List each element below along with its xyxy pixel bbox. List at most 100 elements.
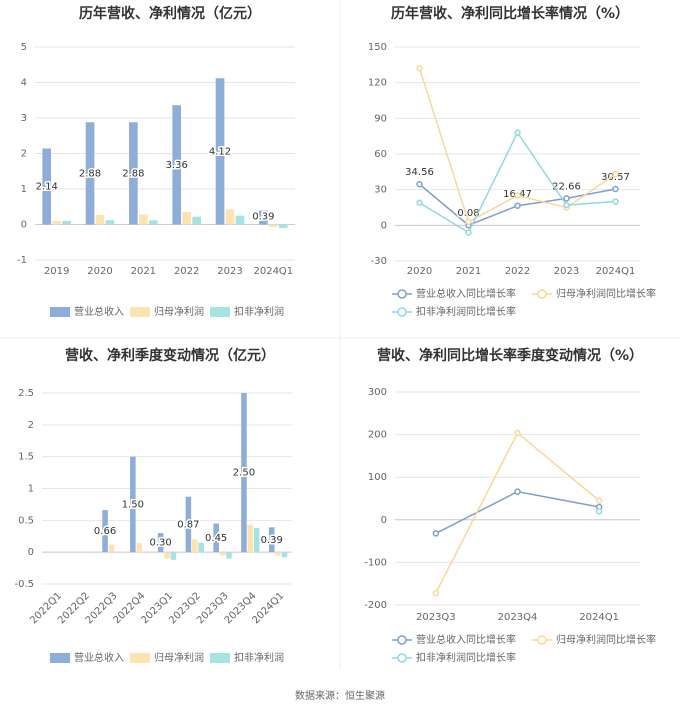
point <box>612 170 619 178</box>
x-tick-label: 2024Q1 <box>253 266 293 277</box>
point <box>595 508 603 515</box>
bar <box>269 224 278 227</box>
legend-swatch <box>537 289 547 299</box>
legend-swatch <box>130 307 150 317</box>
x-tick-label: 2019 <box>44 266 69 277</box>
bar <box>136 543 142 553</box>
legend-label: 扣非净利润 <box>234 651 284 664</box>
bar <box>157 533 164 553</box>
y-tick-label: 300 <box>368 387 387 398</box>
point <box>432 589 440 597</box>
legend-swatch <box>210 653 230 663</box>
y-tick-label: 200 <box>368 430 387 441</box>
legend-swatch <box>50 653 70 663</box>
point <box>514 488 521 495</box>
y-tick-label: 1 <box>21 184 27 195</box>
y-tick-label: 0.5 <box>18 515 34 526</box>
y-tick-label: 1.5 <box>18 452 34 463</box>
bar <box>172 105 182 225</box>
series-line <box>435 490 600 535</box>
bar <box>198 542 204 553</box>
legend-label: 营业总收入 <box>74 305 124 318</box>
series-line <box>419 131 616 234</box>
x-tick-label: 2023Q4 <box>498 612 538 623</box>
bar <box>192 216 201 225</box>
bar <box>241 393 247 553</box>
x-tick-label: 2021 <box>131 266 156 277</box>
bar <box>129 122 138 225</box>
x-tick-label: 2023 <box>217 266 242 277</box>
chart-title: 历年营收、净利情况（亿元） <box>79 5 261 22</box>
bar <box>95 214 105 225</box>
bar <box>108 544 115 553</box>
bar <box>192 539 198 553</box>
bar <box>225 209 235 225</box>
chart-title: 营收、净利季度变动情况（亿元） <box>65 347 275 364</box>
bar <box>139 214 148 225</box>
x-tick-label: 2024Q1 <box>579 612 619 623</box>
y-tick-label: 5 <box>21 42 27 53</box>
bar <box>182 212 191 225</box>
y-tick-label: 120 <box>368 78 387 89</box>
value-label: 22.66 <box>552 181 581 192</box>
bar <box>278 224 288 229</box>
bar <box>185 496 192 553</box>
value-label: 0.30 <box>149 538 171 549</box>
bar <box>85 122 95 225</box>
bar <box>52 220 61 225</box>
x-tick-label: 2022 <box>174 266 199 277</box>
legend-swatch <box>50 307 70 317</box>
point <box>612 198 619 205</box>
bar <box>170 552 177 560</box>
point <box>514 429 521 437</box>
legend-swatch <box>130 653 150 663</box>
y-tick-label: 0 <box>381 220 387 231</box>
bar <box>215 78 225 225</box>
bar <box>268 527 275 553</box>
point <box>563 201 570 209</box>
legend-label: 归母净利润 <box>154 305 204 318</box>
x-tick-label: 2023 <box>554 266 579 277</box>
point <box>612 185 619 193</box>
y-tick-label: -1 <box>17 255 27 266</box>
bar <box>281 552 288 558</box>
chart-title: 历年营收、净利同比增长率情况（%） <box>391 5 629 22</box>
bar <box>164 552 170 559</box>
point <box>514 192 521 199</box>
value-label: 0.39 <box>252 212 274 223</box>
x-tick-label: 2024Q1 <box>596 266 636 277</box>
value-label: 34.56 <box>405 167 434 178</box>
value-label: 0.45 <box>205 533 227 544</box>
y-tick-label: 1 <box>28 484 34 495</box>
source-note: 数据来源：恒生聚源 <box>295 689 385 702</box>
point <box>432 530 440 537</box>
bar <box>259 210 268 225</box>
point <box>595 497 603 504</box>
legend-swatch <box>397 289 407 299</box>
bar <box>235 215 245 225</box>
bar <box>148 220 158 225</box>
y-tick-label: -200 <box>364 600 387 611</box>
point <box>465 229 472 236</box>
legend-label: 扣非净利润同比增长率 <box>416 305 516 318</box>
y-tick-label: 2 <box>21 149 27 160</box>
bar <box>226 552 232 559</box>
value-label: 2.14 <box>36 182 58 193</box>
y-tick-label: -0.5 <box>14 579 34 590</box>
value-label: 2.88 <box>79 168 101 179</box>
y-tick-label: -100 <box>364 557 387 568</box>
value-label: 1.50 <box>122 499 144 510</box>
y-tick-label: 100 <box>368 472 387 483</box>
chart-title: 营收、净利同比增长率季度变动情况（%） <box>377 347 643 364</box>
legend-swatch <box>397 307 407 317</box>
legend-swatch <box>210 307 230 317</box>
bar <box>62 220 71 225</box>
legend-label: 营业总收入同比增长率 <box>416 633 516 646</box>
series-line <box>435 431 600 594</box>
value-label: 30.57 <box>601 172 630 183</box>
bar <box>219 552 226 556</box>
point <box>514 129 521 136</box>
legend-swatch <box>537 635 547 645</box>
point <box>514 202 521 210</box>
x-tick-label: 2023Q3 <box>416 612 456 623</box>
